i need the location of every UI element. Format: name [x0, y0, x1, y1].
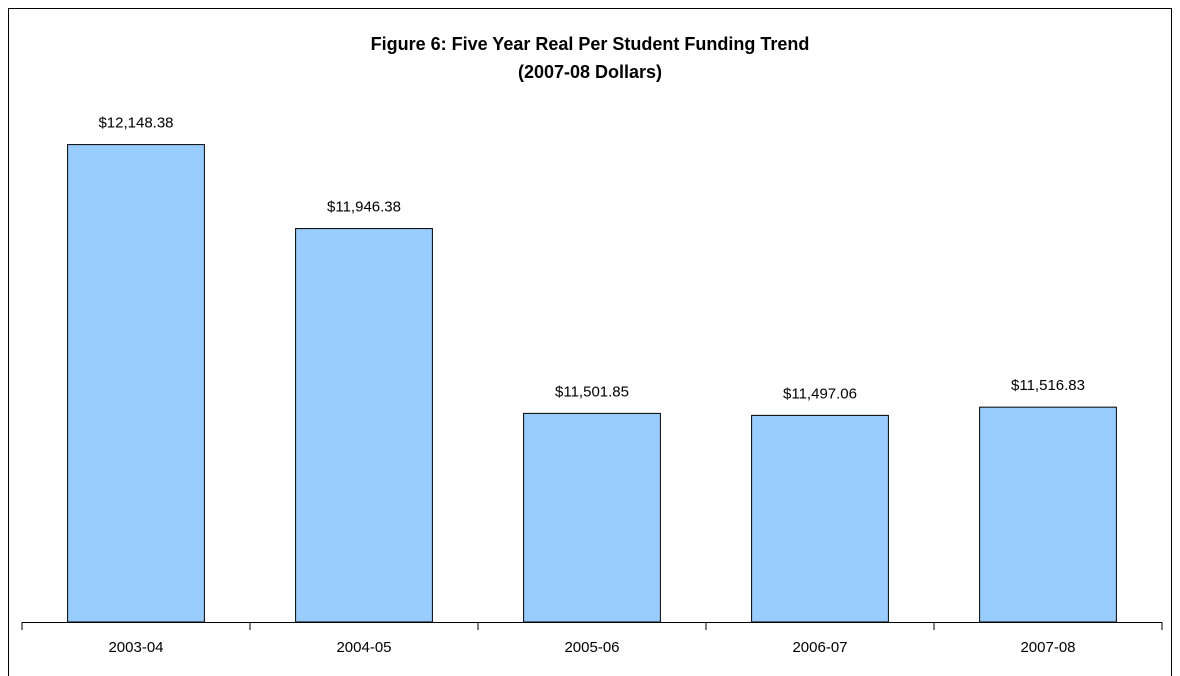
data-label: $11,516.83: [1011, 377, 1085, 394]
bar: [979, 406, 1117, 623]
x-tick-label: 2006-07: [792, 639, 847, 656]
data-label: $11,946.38: [327, 199, 401, 216]
x-tick-label: 2007-08: [1020, 639, 1075, 656]
data-label: $11,501.85: [555, 383, 629, 400]
x-tick-label: 2004-05: [336, 639, 391, 656]
chart-title: Figure 6: Five Year Real Per Student Fun…: [371, 34, 810, 54]
bar: [751, 414, 889, 623]
x-tick-label: 2003-04: [108, 639, 163, 656]
bar: [295, 228, 433, 623]
bar: [67, 144, 205, 623]
chart-subtitle: (2007-08 Dollars): [518, 62, 662, 82]
data-label: $12,148.38: [98, 115, 173, 132]
data-label: $11,497.06: [783, 385, 857, 402]
bar: [523, 412, 661, 623]
x-tick-label: 2005-06: [564, 639, 619, 656]
